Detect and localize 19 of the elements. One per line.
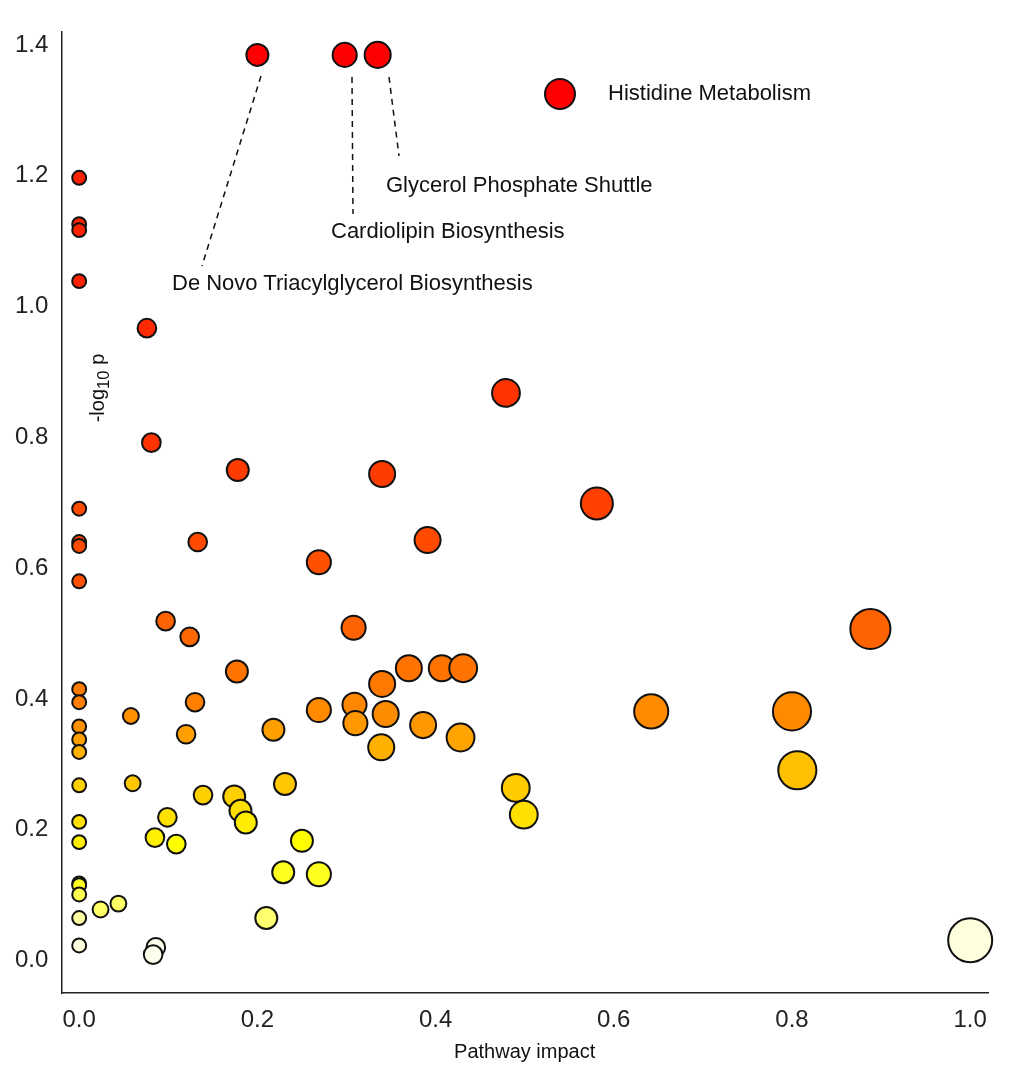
- x-tick-label: 0.2: [240, 1005, 275, 1033]
- x-tick-label: 0.8: [775, 1005, 809, 1033]
- x-tick-label: 1.0: [953, 1005, 987, 1033]
- y-tick-label: 1.0: [14, 291, 49, 319]
- x-tick-label: 0.4: [418, 1005, 453, 1033]
- x-tick-label: 0.6: [597, 1005, 631, 1033]
- annotation: Cardiolipin Biosynthesis: [331, 218, 565, 244]
- y-tick-label: 0.4: [14, 683, 49, 711]
- y-tick-label: 0.0: [14, 945, 49, 973]
- annotation: Histidine Metabolism: [608, 80, 811, 106]
- y-tick-label: 1.4: [14, 29, 49, 57]
- annotation: Glycerol Phosphate Shuttle: [386, 172, 653, 198]
- y-tick-label: 0.8: [14, 422, 49, 450]
- y-tick-label: 0.6: [14, 552, 49, 580]
- x-tick-label: 0.0: [62, 1005, 96, 1033]
- x-axis-title: Pathway impact: [454, 1039, 596, 1062]
- annotation: De Novo Triacylglycerol Biosynthesis: [172, 270, 533, 296]
- y-tick-label: 0.2: [14, 814, 49, 842]
- y-tick-label: 1.2: [14, 160, 49, 188]
